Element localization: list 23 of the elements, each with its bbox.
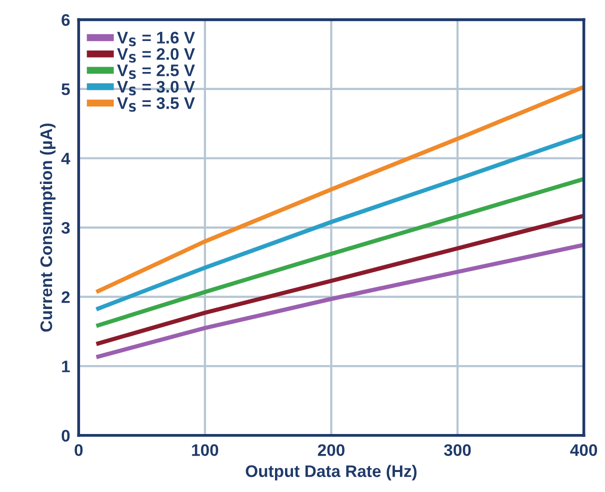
y-tick-label: 5 [62, 84, 70, 96]
y-tick-label: 6 [62, 14, 70, 26]
legend-label: V$_{S}$ = 2.0 V [117, 48, 195, 63]
line-series [94, 242, 584, 360]
y-tick-label: 4 [61, 152, 70, 164]
y-tick-label: 1 [62, 360, 70, 372]
y-tick-label: 3 [61, 222, 70, 234]
x-tick-label: 300 [444, 444, 471, 456]
y-tick-label: 2 [62, 291, 70, 303]
line-series [94, 133, 584, 312]
x-tick-label: 200 [318, 444, 344, 456]
x-tick-label: 100 [192, 444, 218, 456]
legend-label: V$_{S}$ = 1.6 V [117, 32, 195, 46]
x-tick-label: 400 [570, 444, 598, 456]
line-series [94, 214, 584, 346]
legend-label: V$_{S}$ = 3.0 V [117, 80, 195, 96]
x-axis-title: Output Data Rate (Hz) [246, 464, 417, 480]
x-tick-label: 0 [74, 444, 83, 456]
legend-label: V$_{S}$ = 2.5 V [117, 64, 195, 80]
legend-label: V$_{S}$ = 3.5 V [117, 97, 195, 112]
y-tick-label: 0 [62, 430, 70, 442]
y-axis-title: Current Consumption (µA) [40, 124, 56, 332]
line-series [94, 176, 584, 328]
